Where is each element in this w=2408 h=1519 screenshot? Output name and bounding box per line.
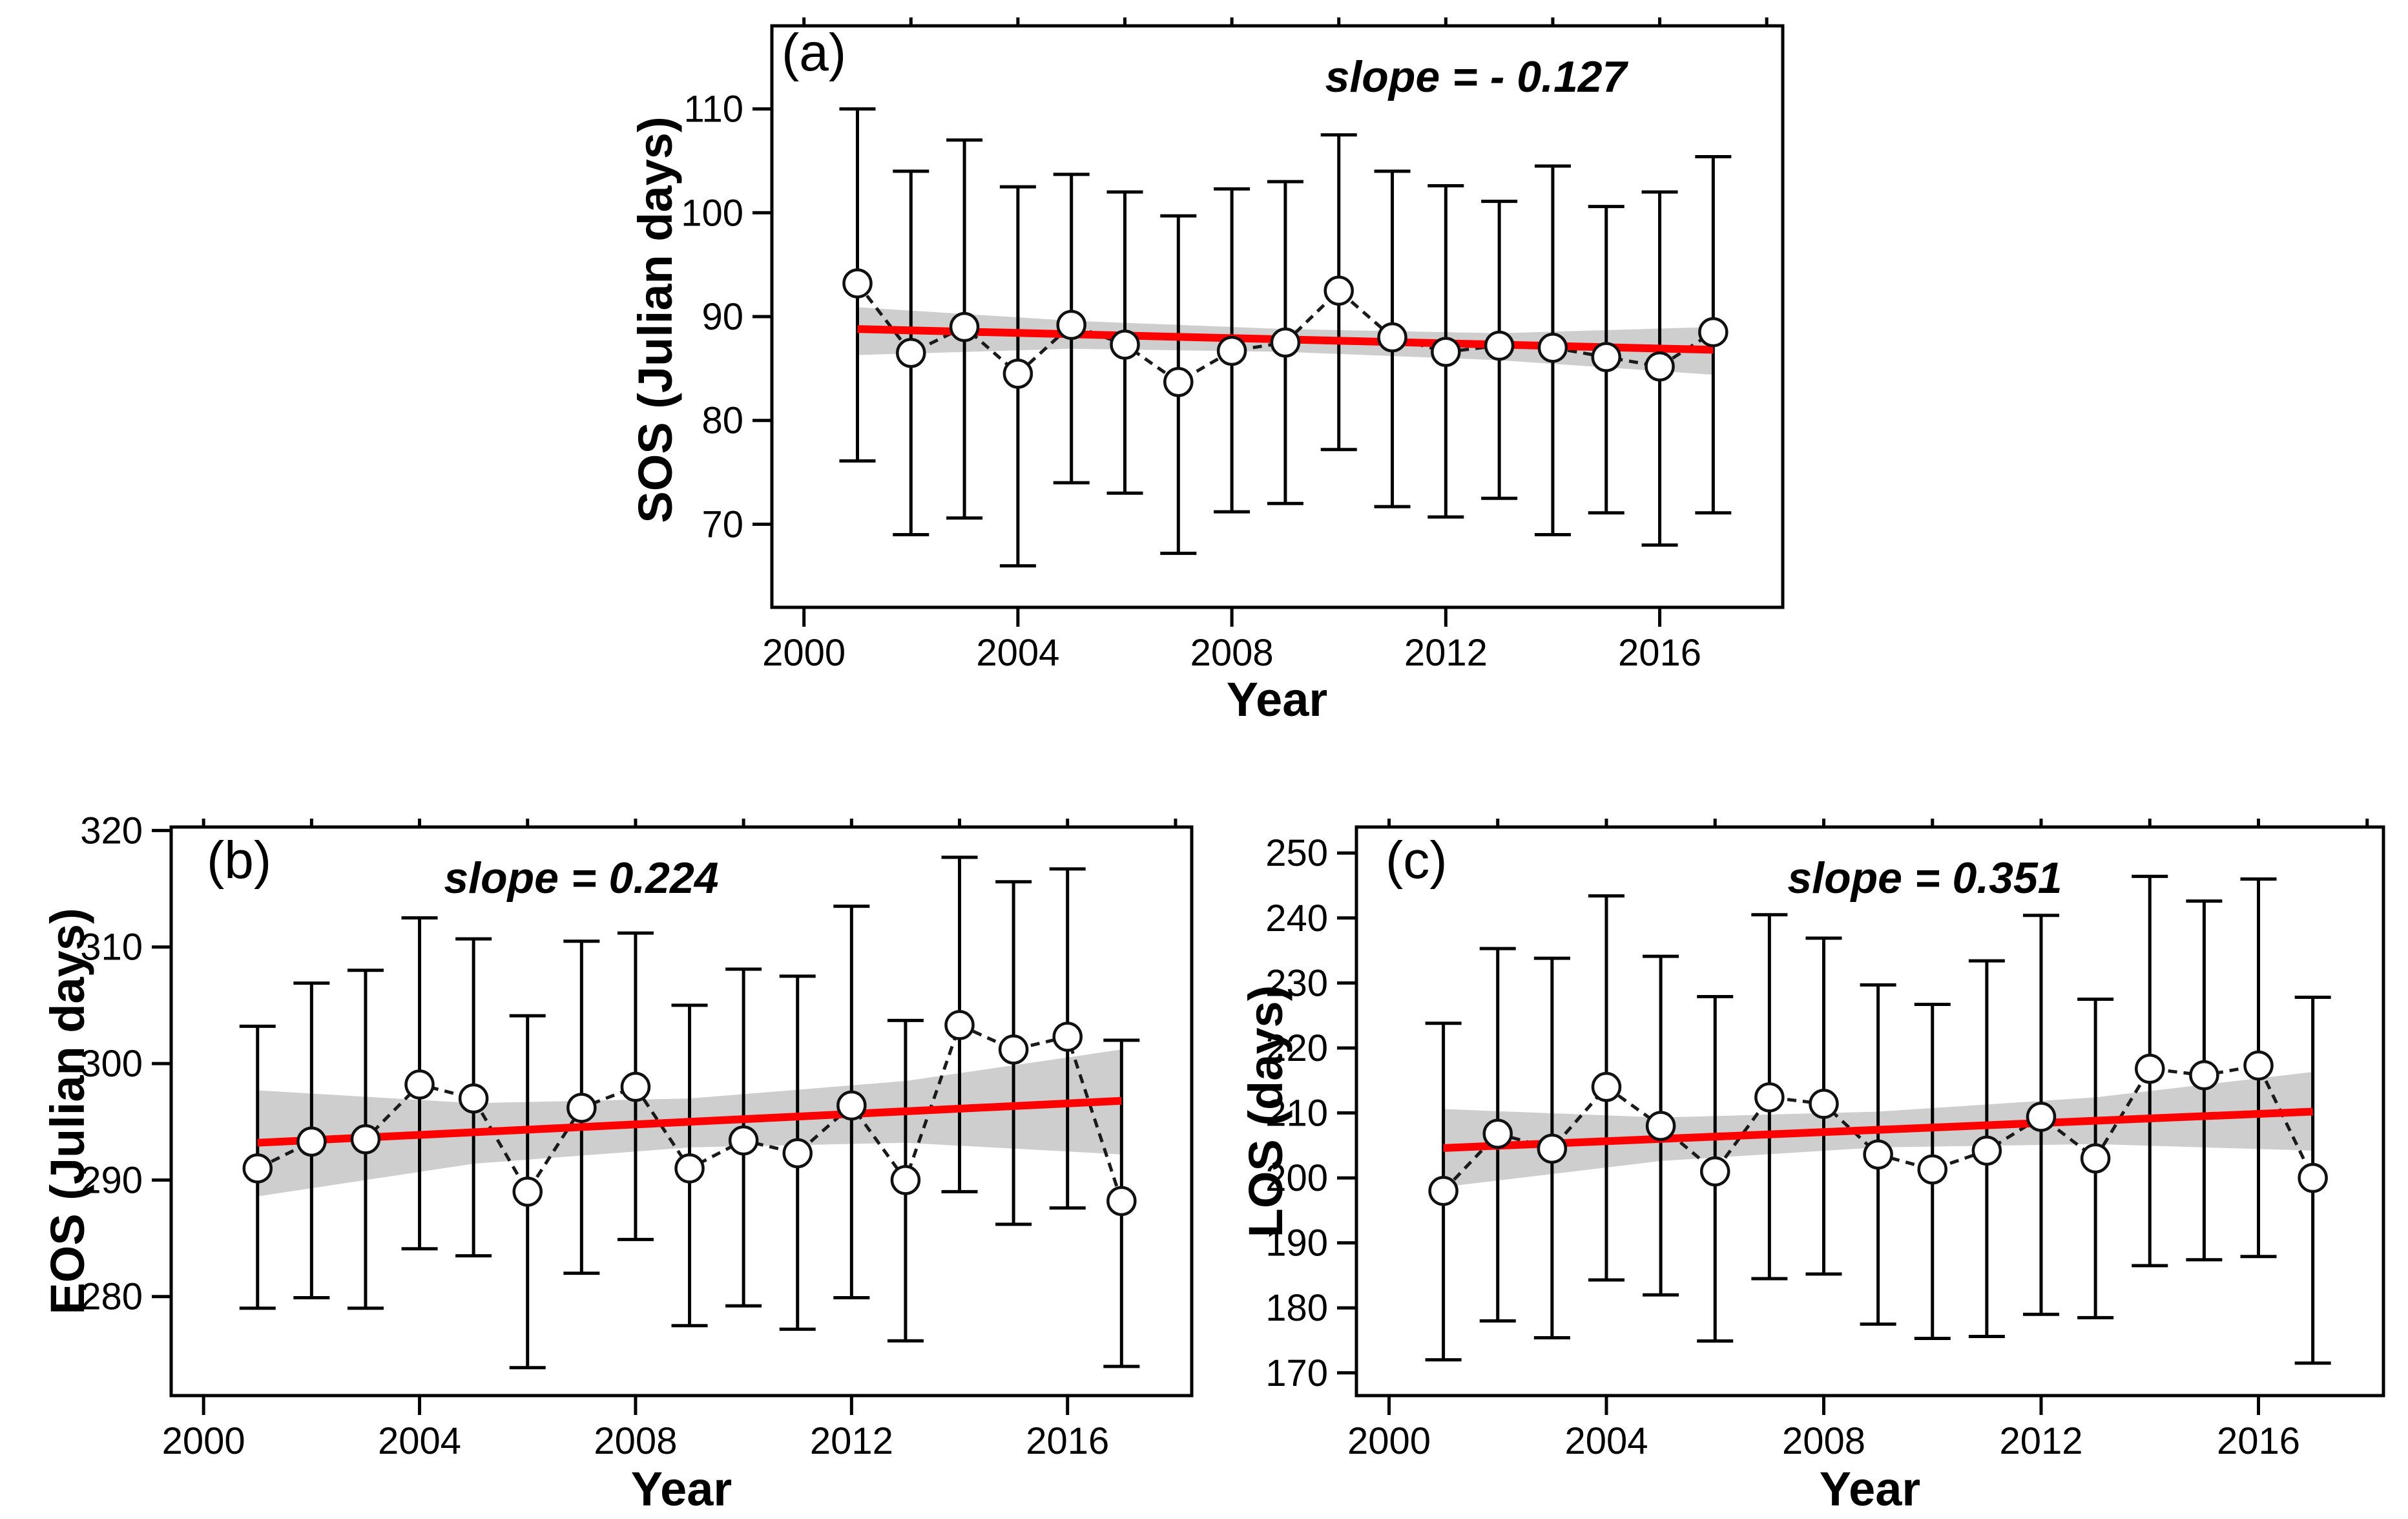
x-axis-ticks: 2000 2004 2008 2012 2016 (1347, 1396, 2300, 1462)
y-tick-label: 170 (1265, 1352, 1328, 1394)
x-tick-label: 2016 (1618, 632, 1701, 674)
y-tick-label: 210 (1265, 1093, 1328, 1135)
x-axis-ticks: 2000 2004 2008 2012 2016 (162, 1396, 1109, 1462)
y-axis-ticks: 280 290 300 310 320 (80, 810, 171, 1318)
panel-c-chart: 2000 2004 2008 2012 2016 170 180 190 200 210 220 23… (1265, 819, 2385, 1462)
y-tick-label: 190 (1265, 1222, 1328, 1264)
x-tick-label: 2016 (1026, 1420, 1109, 1462)
panel-c-label: (c) (1386, 831, 1448, 890)
panel-c-y-axis-title: LOS (days) (1239, 985, 1292, 1238)
trend-line (1443, 1107, 2313, 1152)
x-tick-label: 2012 (1404, 632, 1488, 674)
x-axis-top-ticks (202, 819, 1178, 827)
y-tick-label: 250 (1265, 832, 1328, 874)
x-tick-label: 2000 (1347, 1420, 1431, 1462)
panel-c-x-axis-title: Year (1819, 1462, 1921, 1516)
x-tick-label: 2000 (162, 1420, 245, 1462)
y-axis-ticks: 70 80 90 100 110 (681, 89, 772, 545)
data-point-markers (1428, 1050, 2328, 1206)
trend-line (257, 1096, 1122, 1147)
panel-b-x-axis-title: Year (630, 1462, 732, 1516)
figure-panel-b: 2000 2004 2008 2012 2016 280 290 300 310 320 (b) … (0, 769, 1214, 1519)
figure-panel-a: 2000 2004 2008 2012 2016 70 80 90 100 110 (a) slo… (614, 6, 1828, 749)
x-tick-label: 2000 (762, 632, 846, 674)
x-tick-label: 2016 (2217, 1420, 2300, 1462)
panel-b-chart: 2000 2004 2008 2012 2016 280 290 300 310 320 (80, 810, 1194, 1462)
x-tick-label: 2004 (1564, 1420, 1648, 1462)
plot-box (1354, 825, 2385, 1398)
x-axis-ticks: 2000 2004 2008 2012 2016 (762, 607, 1701, 674)
figure-panel-c: 2000 2004 2008 2012 2016 170 180 190 200 210 220 23… (1195, 769, 2408, 1519)
x-tick-label: 2008 (1190, 632, 1274, 674)
y-tick-label: 100 (681, 192, 743, 234)
x-tick-label: 2008 (594, 1420, 677, 1462)
x-axis-top-ticks (802, 17, 1769, 26)
panel-a-x-axis-title: Year (1226, 673, 1328, 726)
y-axis-ticks: 170 180 190 200 210 220 230 240 250 (1265, 832, 1356, 1394)
y-tick-label: 310 (80, 927, 143, 969)
panel-c-slope-annotation: slope = 0.351 (1787, 854, 2062, 903)
y-tick-label: 230 (1265, 962, 1328, 1004)
x-axis-top-ticks (1387, 819, 2369, 827)
panel-b-label: (b) (207, 831, 272, 890)
x-tick-label: 2008 (1782, 1420, 1865, 1462)
y-tick-label: 290 (80, 1159, 143, 1201)
x-tick-label: 2012 (810, 1420, 893, 1462)
y-tick-label: 200 (1265, 1157, 1328, 1199)
x-tick-label: 2004 (976, 632, 1059, 674)
panel-b-y-axis-title: EOS (Julian days) (41, 908, 94, 1315)
y-tick-label: 110 (684, 89, 743, 131)
panel-a-chart: 2000 2004 2008 2012 2016 70 80 90 100 110 (681, 17, 1785, 674)
y-tick-label: 320 (80, 810, 143, 852)
data-point-markers (842, 268, 1728, 397)
y-tick-label: 220 (1265, 1027, 1328, 1069)
data-point-markers (242, 1010, 1137, 1217)
plot-box (169, 825, 1194, 1398)
panel-a-slope-annotation: slope = - 0.127 (1325, 52, 1627, 101)
y-tick-label: 180 (1265, 1287, 1328, 1329)
x-tick-label: 2012 (1999, 1420, 2082, 1462)
panel-a-label: (a) (782, 23, 847, 82)
y-tick-label: 280 (80, 1276, 143, 1318)
y-tick-label: 240 (1265, 897, 1328, 939)
panel-a-y-axis-title: SOS (Julian days) (628, 116, 682, 523)
y-tick-label: 90 (701, 296, 743, 338)
panel-b-slope-annotation: slope = 0.224 (444, 854, 719, 903)
y-tick-label: 300 (80, 1043, 143, 1085)
y-tick-label: 80 (701, 400, 743, 442)
x-tick-label: 2004 (378, 1420, 461, 1462)
y-tick-label: 70 (701, 503, 743, 545)
